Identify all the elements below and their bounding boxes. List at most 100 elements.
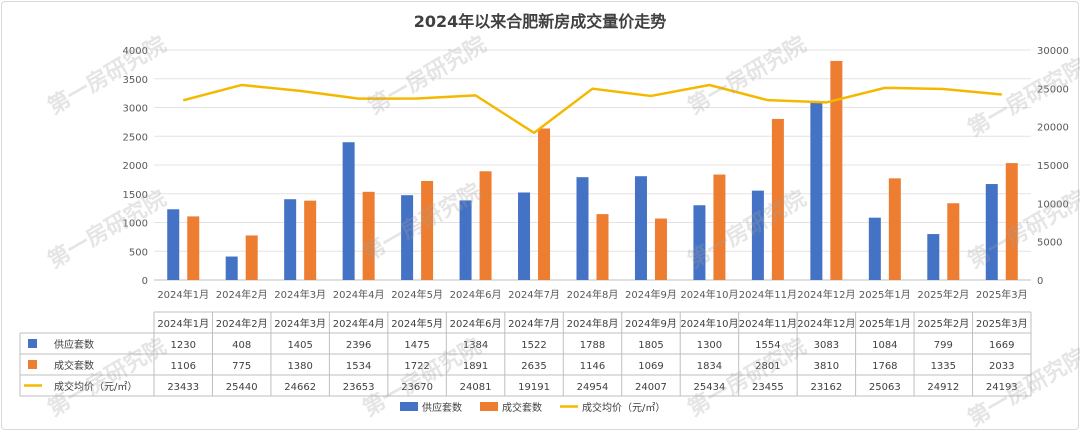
table-cell: 1475 bbox=[404, 340, 429, 351]
supply-bar bbox=[342, 142, 355, 280]
table-header-cell: 2024年11月 bbox=[739, 317, 797, 330]
deal-bar bbox=[713, 174, 726, 280]
table-row-key bbox=[28, 360, 37, 369]
table-cell: 1146 bbox=[580, 361, 605, 372]
table-cell: 1230 bbox=[171, 340, 196, 351]
table-cell: 1768 bbox=[872, 361, 897, 372]
deal-bar bbox=[888, 178, 901, 280]
supply-bar bbox=[459, 200, 472, 280]
supply-bar bbox=[576, 177, 589, 280]
x-axis-tick-label: 2025年3月 bbox=[976, 288, 1028, 301]
right-axis-tick-label: 15000 bbox=[1037, 161, 1069, 172]
supply-bar bbox=[985, 184, 998, 280]
table-cell: 25440 bbox=[226, 382, 258, 393]
x-axis-tick-label: 2024年8月 bbox=[567, 288, 619, 301]
table-cell: 23670 bbox=[401, 382, 433, 393]
table-cell: 2801 bbox=[755, 361, 780, 372]
table-cell: 24007 bbox=[635, 382, 667, 393]
x-axis-tick-label: 2024年6月 bbox=[450, 288, 502, 301]
left-axis-tick-label: 3500 bbox=[123, 75, 148, 86]
x-axis-tick-label: 2025年1月 bbox=[859, 288, 911, 301]
table-header-cell: 2024年4月 bbox=[333, 317, 385, 330]
left-axis-tick-label: 0 bbox=[142, 276, 148, 287]
table-cell: 1106 bbox=[171, 361, 196, 372]
right-axis-tick-label: 0 bbox=[1037, 276, 1043, 287]
table-cell: 1522 bbox=[521, 340, 546, 351]
deal-bar bbox=[187, 216, 200, 280]
x-axis-tick-label: 2024年7月 bbox=[508, 288, 560, 301]
deal-bar bbox=[304, 200, 317, 280]
price-line bbox=[182, 83, 1002, 135]
deal-bar bbox=[596, 214, 609, 280]
deal-bar bbox=[654, 218, 667, 280]
table-cell: 1722 bbox=[404, 361, 429, 372]
left-axis-tick-label: 2500 bbox=[123, 132, 148, 143]
right-axis-tick-label: 5000 bbox=[1037, 238, 1062, 249]
table-row-label: 成交套数 bbox=[54, 359, 94, 372]
table-cell: 1335 bbox=[931, 361, 956, 372]
left-axis-tick-label: 3000 bbox=[123, 104, 148, 115]
x-axis-tick-label: 2024年10月 bbox=[680, 288, 738, 301]
deal-bar bbox=[245, 235, 258, 280]
left-axis-tick-label: 4000 bbox=[123, 46, 148, 57]
deal-bar bbox=[421, 180, 434, 280]
table-header-cell: 2024年5月 bbox=[391, 317, 443, 330]
deal-bar bbox=[1005, 163, 1018, 280]
table-cell: 2635 bbox=[521, 361, 546, 372]
supply-bar bbox=[868, 217, 881, 280]
table-header-cell: 2024年2月 bbox=[216, 317, 268, 330]
table-cell: 23455 bbox=[752, 382, 784, 393]
table-cell: 1380 bbox=[287, 361, 312, 372]
table-cell: 1405 bbox=[287, 340, 312, 351]
table-header-cell: 2024年10月 bbox=[680, 317, 738, 330]
table-cell: 2033 bbox=[989, 361, 1014, 372]
deal-bar bbox=[362, 191, 375, 280]
deal-bar bbox=[538, 128, 551, 280]
table-cell: 24662 bbox=[284, 382, 316, 393]
table-cell: 24081 bbox=[460, 382, 492, 393]
chart-title: 2024年以来合肥新房成交量价走势 bbox=[413, 12, 667, 31]
table-row-label: 供应套数 bbox=[54, 338, 94, 351]
table-cell: 775 bbox=[232, 361, 251, 372]
table-header-cell: 2024年6月 bbox=[450, 317, 502, 330]
x-axis-tick-label: 2025年2月 bbox=[917, 288, 969, 301]
x-axis-tick-label: 2024年11月 bbox=[739, 288, 797, 301]
table-cell: 19191 bbox=[518, 382, 550, 393]
table-header-cell: 2024年1月 bbox=[157, 317, 209, 330]
table-row-label: 成交均价（元/㎡） bbox=[54, 380, 137, 393]
supply-bar bbox=[518, 192, 531, 280]
x-axis-tick-label: 2024年9月 bbox=[625, 288, 677, 301]
supply-bar bbox=[284, 199, 297, 280]
table-row-key bbox=[28, 339, 37, 348]
table-cell: 1300 bbox=[697, 340, 722, 351]
x-axis-tick-label: 2024年3月 bbox=[274, 288, 326, 301]
supply-bar bbox=[927, 234, 940, 280]
table-cell: 24954 bbox=[577, 382, 609, 393]
right-axis-tick-label: 25000 bbox=[1037, 84, 1069, 95]
supply-bar bbox=[693, 205, 706, 280]
table-header-cell: 2025年3月 bbox=[976, 317, 1028, 330]
supply-bar bbox=[634, 176, 647, 280]
table-cell: 408 bbox=[232, 340, 251, 351]
legend-label: 成交均价（元/㎡） bbox=[582, 401, 665, 414]
table-header-cell: 2025年2月 bbox=[917, 317, 969, 330]
table-cell: 3810 bbox=[814, 361, 839, 372]
legend-swatch bbox=[480, 402, 498, 411]
supply-bar bbox=[225, 256, 238, 280]
supply-bar bbox=[810, 102, 823, 280]
table-cell: 1805 bbox=[638, 340, 663, 351]
x-axis-tick-label: 2024年2月 bbox=[216, 288, 268, 301]
table-header-cell: 2024年9月 bbox=[625, 317, 677, 330]
x-axis-tick-label: 2024年4月 bbox=[333, 288, 385, 301]
table-cell: 1084 bbox=[872, 340, 897, 351]
table-header-cell: 2024年7月 bbox=[508, 317, 560, 330]
right-axis-tick-label: 10000 bbox=[1037, 199, 1069, 210]
right-axis-tick-label: 30000 bbox=[1037, 46, 1069, 57]
table-cell: 1069 bbox=[638, 361, 663, 372]
deal-bar bbox=[771, 118, 784, 280]
deal-bar bbox=[830, 60, 843, 280]
table-cell: 23433 bbox=[167, 382, 199, 393]
table-header-cell: 2024年8月 bbox=[567, 317, 619, 330]
table-cell: 1788 bbox=[580, 340, 605, 351]
